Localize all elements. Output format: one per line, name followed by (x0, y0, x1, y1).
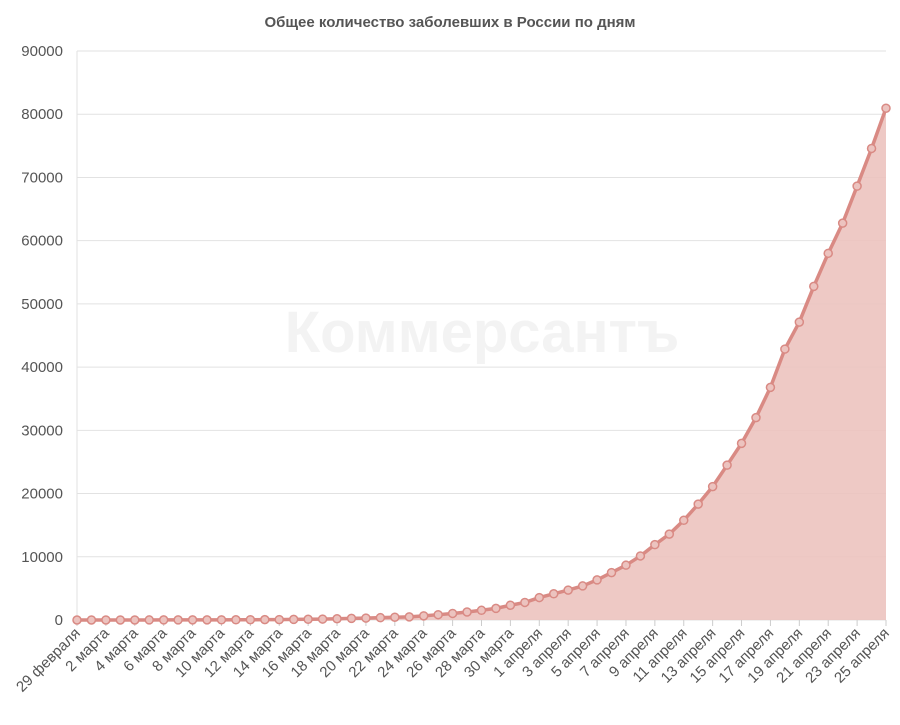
point (866, 143, 877, 154)
point (130, 615, 140, 625)
y-tick-label: 10000 (21, 549, 63, 566)
point (72, 615, 82, 625)
point (505, 600, 516, 610)
point (837, 218, 848, 228)
point (693, 499, 703, 509)
point (462, 607, 472, 617)
point (852, 181, 862, 191)
point (144, 615, 154, 625)
point (101, 615, 111, 625)
point (346, 613, 357, 624)
point (390, 612, 400, 622)
point (881, 103, 891, 113)
point (274, 614, 284, 625)
point (707, 481, 718, 492)
point (173, 615, 183, 625)
point (679, 515, 689, 526)
point (231, 615, 241, 625)
area (77, 108, 886, 620)
point (404, 612, 415, 622)
point (491, 603, 501, 614)
point (794, 317, 805, 327)
watermark: Коммерсантъ (285, 300, 680, 365)
point (361, 613, 371, 623)
point (780, 344, 790, 354)
y-tick-label: 0 (55, 612, 63, 629)
point (187, 615, 198, 625)
point (447, 608, 458, 619)
point (722, 460, 732, 470)
y-tick-label: 40000 (21, 359, 63, 376)
point (433, 609, 443, 620)
point (375, 612, 386, 623)
point (520, 597, 530, 608)
y-tick-label: 50000 (21, 296, 63, 313)
point (476, 605, 487, 616)
point (534, 592, 545, 603)
point (216, 615, 227, 625)
point (115, 615, 126, 625)
point (635, 551, 646, 561)
chart-title: Общее количество заболевших в России по … (264, 14, 635, 31)
point (332, 613, 342, 624)
y-tick-label: 90000 (21, 43, 63, 60)
point (606, 567, 617, 578)
point (664, 529, 675, 539)
point (751, 412, 761, 423)
y-tick-label: 20000 (21, 486, 63, 503)
point (809, 281, 819, 292)
y-tick-label: 80000 (21, 106, 63, 123)
point (158, 615, 169, 625)
point (592, 575, 602, 585)
y-tick-label: 70000 (21, 169, 63, 186)
point (548, 589, 559, 599)
point (303, 614, 313, 625)
point (317, 614, 328, 624)
point (288, 614, 299, 625)
point (260, 614, 270, 625)
point (245, 614, 256, 625)
point (86, 615, 97, 625)
point (765, 382, 776, 393)
y-tick-label: 30000 (21, 422, 63, 439)
point (577, 581, 588, 591)
point (621, 560, 631, 570)
y-tick-label: 60000 (21, 233, 63, 250)
point (202, 615, 212, 625)
point (736, 438, 747, 449)
point (650, 539, 660, 550)
point (418, 611, 429, 621)
point (823, 248, 833, 259)
point (563, 585, 573, 595)
